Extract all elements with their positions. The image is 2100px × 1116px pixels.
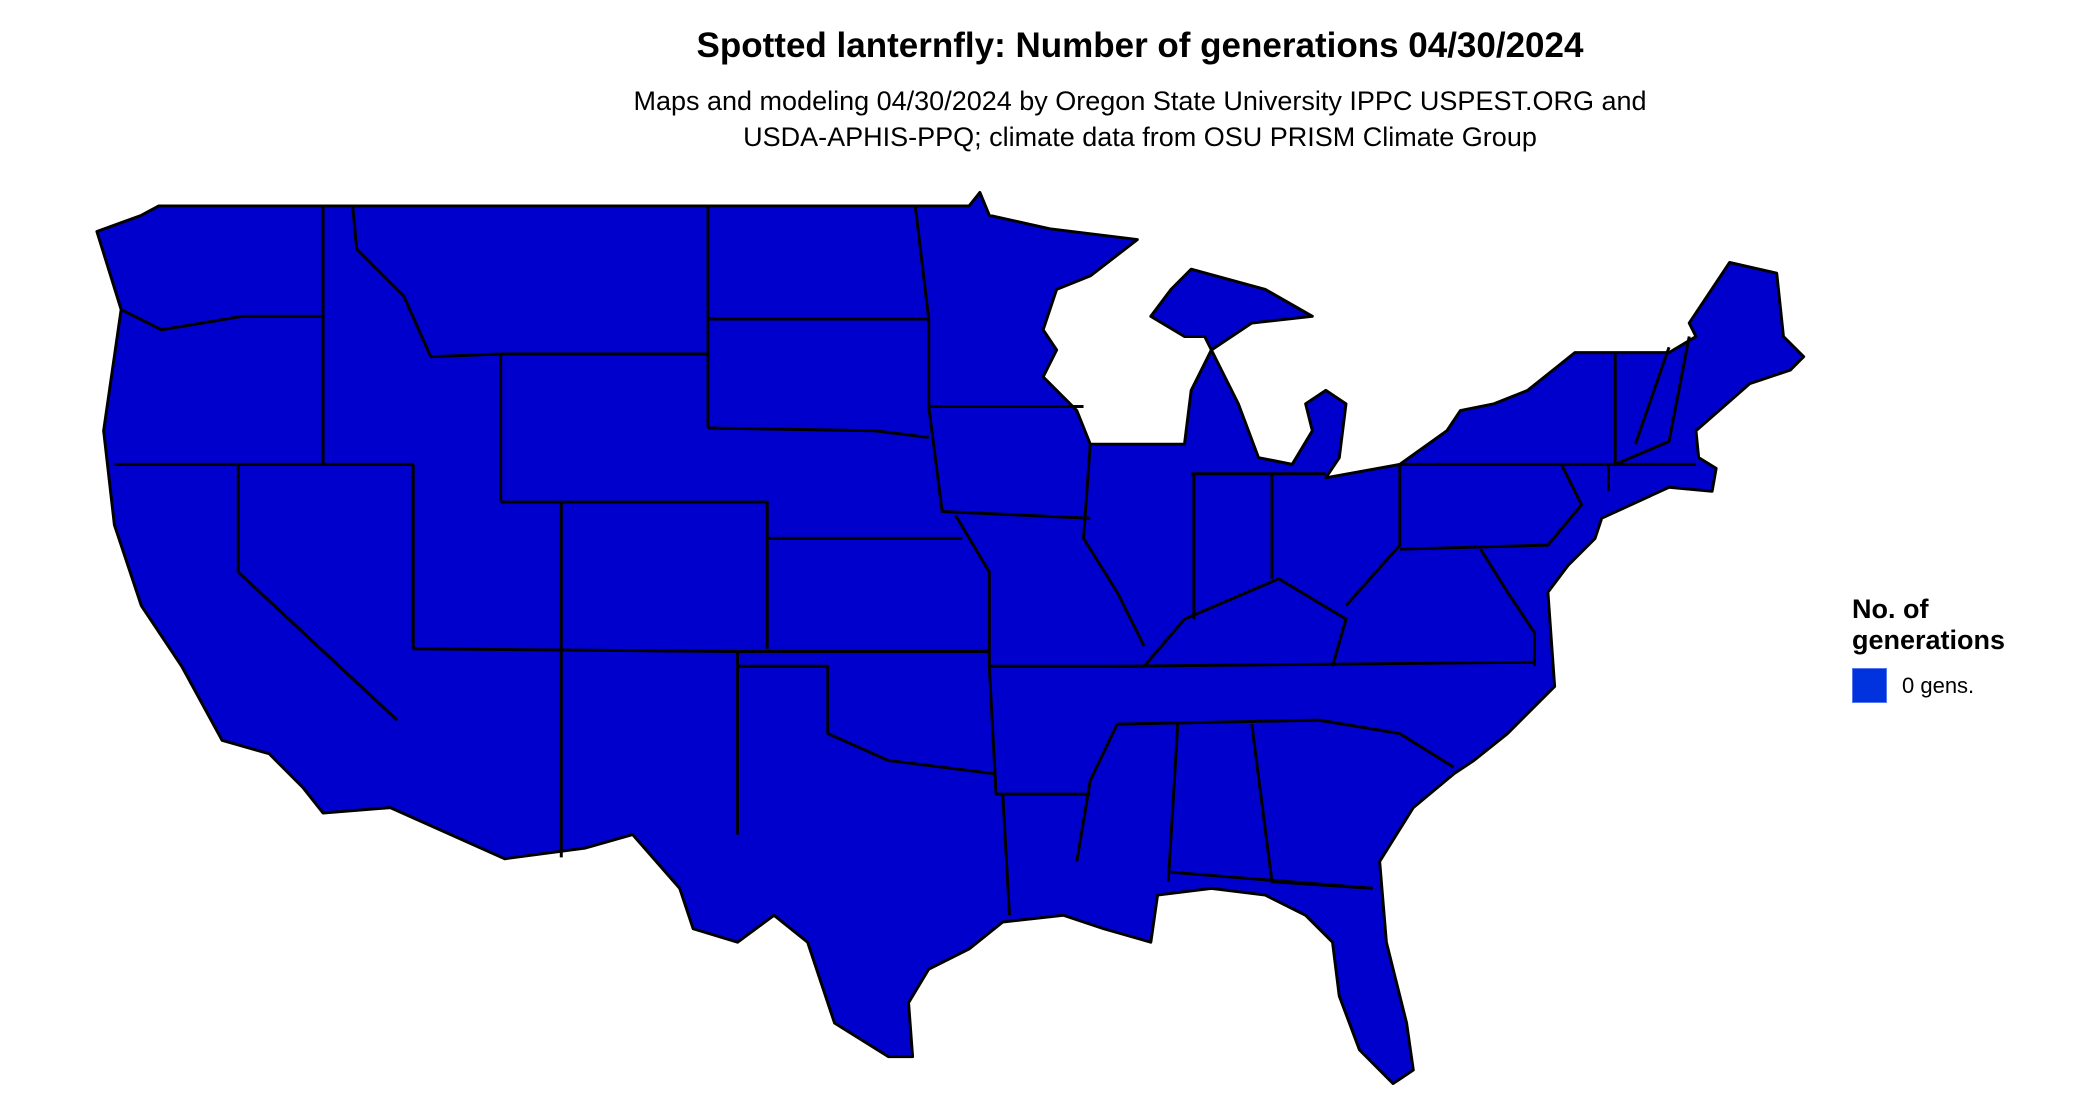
legend-title-line1: No. of [1852, 594, 1929, 624]
legend-item: 0 gens. [1852, 668, 2005, 703]
us-outline [95, 190, 1806, 1086]
legend-title-line2: generations [1852, 625, 2006, 655]
state-borders [114, 205, 1696, 916]
map-subtitle-line2: USDA-APHIS-PPQ; climate data from OSU PR… [743, 122, 1537, 152]
legend-swatch [1852, 668, 1887, 703]
legend-label: 0 gens. [1902, 672, 1975, 698]
legend: No. of generations 0 gens. [1852, 594, 2005, 703]
map-title: Spotted lanternfly: Number of generation… [696, 26, 1584, 65]
map-subtitle-line1: Maps and modeling 04/30/2024 by Oregon S… [633, 86, 1647, 116]
